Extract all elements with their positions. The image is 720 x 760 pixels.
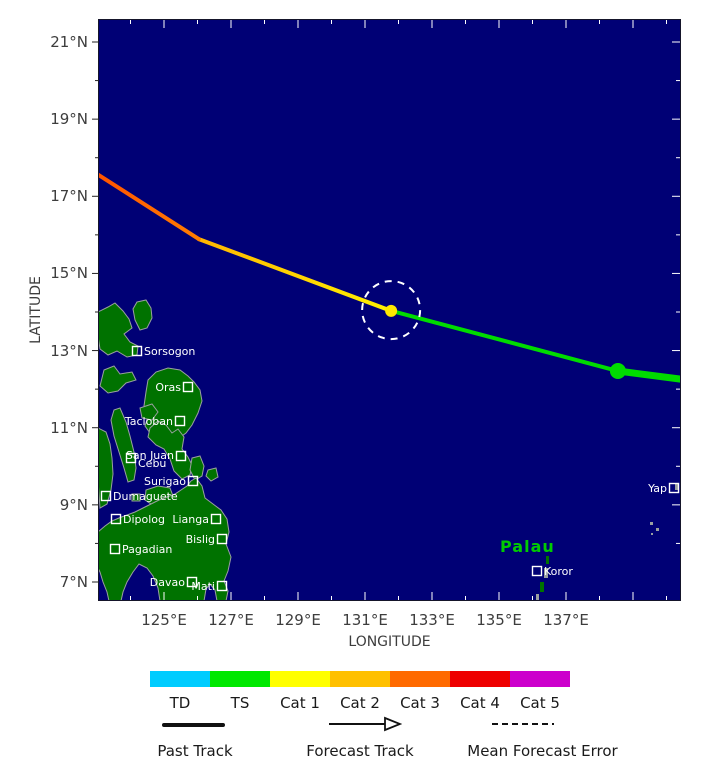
island-negros <box>99 427 114 509</box>
city-label-lianga: Lianga <box>172 513 209 526</box>
intensity-color-bar <box>150 671 570 687</box>
x-axis-title: LONGITUDE <box>348 634 431 650</box>
city-marker-bislig <box>216 533 228 545</box>
mean-forecast-error-circle <box>361 280 422 341</box>
city-marker-mati <box>216 580 228 592</box>
city-label-dumaguete: Dumaguete <box>113 490 178 503</box>
island-yap <box>675 484 679 490</box>
legend-label-cat-1: Cat 1 <box>280 694 320 712</box>
city-marker-dumaguete <box>100 490 112 502</box>
lat-tick-label-9n: 9°N <box>59 495 88 514</box>
city-label-oras: Oras <box>155 381 181 394</box>
current-position-dot <box>609 363 626 380</box>
city-marker-lianga <box>210 513 222 525</box>
forecast-track-segment-2 <box>196 237 394 313</box>
lon-tick-label-137e: 137°E <box>543 611 589 629</box>
legend-color-cat-1 <box>270 671 330 687</box>
city-marker-san-juan <box>175 450 187 462</box>
city-label-dipolog: Dipolog <box>123 513 165 526</box>
city-marker-koror <box>531 565 543 577</box>
lon-tick-label-133e: 133°E <box>409 611 455 629</box>
city-label-bislig: Bislig <box>186 533 215 546</box>
past-track-symbol <box>162 723 225 727</box>
forecast-track-label: Forecast Track <box>306 742 414 760</box>
lat-tick-label-13n: 13°N <box>50 341 88 360</box>
lat-tick-label-17n: 17°N <box>50 187 88 206</box>
island-dinagat <box>189 455 205 481</box>
city-marker-pagadian <box>109 543 121 555</box>
region-label-palau: Palau <box>500 537 555 556</box>
past-track-label: Past Track <box>157 742 233 760</box>
storm-track <box>99 172 680 383</box>
city-label-koror: Koror <box>544 565 573 578</box>
lon-tick-label-131e: 131°E <box>342 611 388 629</box>
city-marker-davao <box>186 576 198 588</box>
forecast-track-segment-1 <box>389 308 620 374</box>
intensity-category-labels: TD TS Cat 1 Cat 2 Cat 3 Cat 4 Cat 5 <box>150 694 570 712</box>
island-cebu <box>110 407 137 483</box>
city-marker-surigao <box>187 475 199 487</box>
island-bicol <box>99 302 139 358</box>
legend-label-cat-5: Cat 5 <box>520 694 560 712</box>
mean-forecast-error-symbol <box>492 723 554 725</box>
legend-color-cat-4 <box>450 671 510 687</box>
forecast-track-segment-3 <box>99 172 201 242</box>
islands-small-east <box>650 522 659 535</box>
islands-palau-chain <box>536 556 549 600</box>
legend-color-td <box>150 671 210 687</box>
track-position-dots <box>385 304 626 380</box>
legend-color-cat-2 <box>330 671 390 687</box>
legend-color-cat-5 <box>510 671 570 687</box>
forecast-track-arrow-icon <box>329 716 402 732</box>
island-siquijor <box>131 493 141 502</box>
city-label-cebu: Cebu <box>138 457 166 470</box>
island-biliran <box>139 403 159 421</box>
city-marker-yap <box>668 482 680 494</box>
island-siargao <box>205 467 219 482</box>
forecast-position-dot <box>385 304 398 317</box>
city-label-sorsogon: Sorsogon <box>144 345 195 358</box>
legend-label-cat-3: Cat 3 <box>400 694 440 712</box>
island-sorsogon-tip <box>132 299 153 331</box>
island-masbate <box>99 365 137 394</box>
map-plot: Sorsogon Oras Tacloban San Juan Cebu Surigao D… <box>99 20 680 600</box>
city-label-surigao: Surigao <box>144 475 186 488</box>
lat-tick-label-15n: 15°N <box>50 264 88 283</box>
city-label-pagadian: Pagadian <box>122 543 172 556</box>
map-interior-ticks <box>130 20 680 600</box>
island-mindanao <box>99 477 232 600</box>
y-axis-title: LATITUDE <box>28 276 44 344</box>
city-marker-cebu <box>125 452 137 464</box>
legend-label-td: TD <box>169 694 191 712</box>
lat-tick-label-19n: 19°N <box>50 110 88 129</box>
lat-tick-label-7n: 7°N <box>59 572 88 591</box>
past-track-line <box>614 367 680 383</box>
lon-tick-label-135e: 135°E <box>476 611 522 629</box>
landmasses-philippines <box>99 299 679 600</box>
legend-label-cat-4: Cat 4 <box>460 694 500 712</box>
city-marker-tacloban <box>174 415 186 427</box>
city-label-yap: Yap <box>647 482 667 495</box>
lon-tick-label-127e: 127°E <box>208 611 254 629</box>
city-marker-dipolog <box>110 513 122 525</box>
lon-tick-label-129e: 129°E <box>275 611 321 629</box>
legend-color-cat-3 <box>390 671 450 687</box>
city-label-davao: Davao <box>150 576 185 589</box>
city-label-mati: Mati <box>191 580 215 593</box>
lat-tick-label-21n: 21°N <box>50 33 88 51</box>
lat-tick-label-11n: 11°N <box>50 418 88 437</box>
legend-color-ts <box>210 671 270 687</box>
legend-label-ts: TS <box>230 694 250 712</box>
city-label-san-juan: San Juan <box>126 449 174 462</box>
legend-label-cat-2: Cat 2 <box>340 694 380 712</box>
lon-tick-label-125e: 125°E <box>141 611 187 629</box>
mean-forecast-error-label: Mean Forecast Error <box>467 742 618 760</box>
city-marker-oras <box>182 381 194 393</box>
city-marker-sorsogon <box>131 345 143 357</box>
city-label-tacloban: Tacloban <box>124 415 173 428</box>
